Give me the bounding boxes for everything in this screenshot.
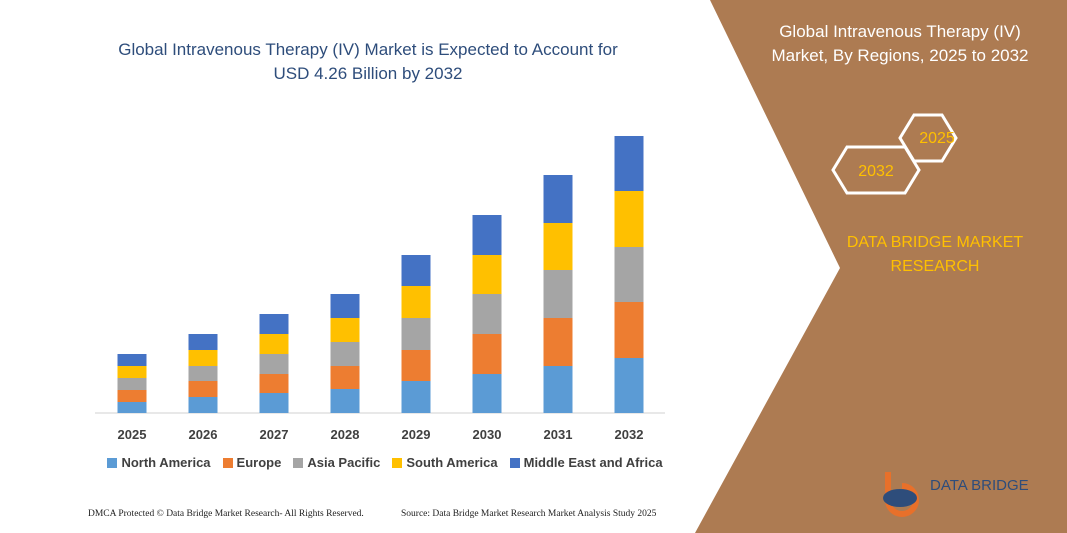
bar-segment — [401, 255, 431, 286]
legend-label: North America — [121, 455, 211, 470]
bar-segment — [543, 223, 573, 270]
bar-segment — [614, 136, 644, 191]
tagline: DATA BRIDGE MARKET RESEARCH — [846, 234, 1024, 275]
bar-segment — [614, 358, 644, 413]
bar-segment — [472, 334, 502, 374]
logo-icon — [885, 472, 919, 517]
bar-segment — [401, 286, 431, 318]
bar-segment — [543, 175, 573, 223]
bar-segment — [259, 374, 289, 393]
hexagon-label: 2025 — [919, 130, 955, 147]
bar-segment — [330, 318, 360, 342]
logo-text: DATA BRIDGE — [930, 477, 1029, 494]
legend-item: Middle East and Africa — [509, 455, 663, 470]
bar-segment — [330, 366, 360, 389]
legend-swatch — [107, 457, 118, 468]
legend-label: Middle East and Africa — [523, 455, 663, 470]
bar-segment — [401, 350, 431, 381]
legend-item: North America — [107, 455, 211, 470]
bar-segment — [472, 294, 502, 334]
bar-segment — [188, 381, 218, 397]
bar-segment — [259, 314, 289, 334]
bar-segment — [117, 390, 147, 402]
bar-segment — [188, 366, 218, 381]
bar-segment — [117, 354, 147, 366]
legend-swatch — [509, 457, 520, 468]
legend-label: South America — [406, 455, 498, 470]
x-tick-label: 2032 — [615, 427, 644, 442]
hexagon — [898, 113, 958, 163]
chart-title: Global Intravenous Therapy (IV) Market i… — [118, 40, 618, 83]
legend-swatch — [392, 457, 403, 468]
footer-left: DMCA Protected © Data Bridge Market Rese… — [88, 509, 364, 519]
hexagon — [831, 145, 921, 195]
legend: North America Europe Asia Pacific South Ame… — [95, 455, 675, 470]
bar-segment — [117, 402, 147, 413]
bar-segment — [472, 374, 502, 413]
bar-segment — [188, 350, 218, 366]
legend-item: Asia Pacific — [293, 455, 380, 470]
bar-segment — [117, 378, 147, 390]
bar-segment — [188, 397, 218, 413]
legend-label: Europe — [236, 455, 282, 470]
bar-segment — [330, 294, 360, 318]
legend-item: Europe — [222, 455, 282, 470]
legend-swatch — [293, 457, 304, 468]
bar-segment — [259, 354, 289, 374]
bar-segment — [401, 381, 431, 413]
bar-segment — [614, 302, 644, 358]
footer-right: Source: Data Bridge Market Research Mark… — [401, 509, 657, 519]
x-tick-label: 2029 — [402, 427, 431, 442]
bar-segment — [614, 247, 644, 302]
bar-segment — [330, 389, 360, 413]
x-tick-label: 2026 — [189, 427, 218, 442]
bar-segment — [259, 393, 289, 413]
legend-item: South America — [392, 455, 498, 470]
bar-segment — [401, 318, 431, 350]
x-tick-label: 2028 — [331, 427, 360, 442]
bar-segment — [472, 255, 502, 294]
bar-segment — [543, 366, 573, 413]
hexagon-label: 2032 — [858, 163, 894, 180]
x-tick-label: 2027 — [260, 427, 289, 442]
legend-label: Asia Pacific — [307, 455, 381, 470]
logo-icon — [883, 489, 917, 507]
bar-segment — [117, 366, 147, 378]
bar-segment — [543, 318, 573, 366]
bar-segment — [188, 334, 218, 350]
side-title: Global Intravenous Therapy (IV) Market, … — [771, 22, 1029, 65]
x-tick-label: 2025 — [118, 427, 147, 442]
bar-segment — [472, 215, 502, 255]
x-tick-label: 2030 — [473, 427, 502, 442]
x-tick-label: 2031 — [544, 427, 573, 442]
bar-segment — [543, 270, 573, 318]
bar-segment — [330, 342, 360, 366]
bar-segment — [614, 191, 644, 247]
legend-swatch — [222, 457, 233, 468]
bar-segment — [259, 334, 289, 354]
side-panel-bg — [695, 0, 1067, 533]
